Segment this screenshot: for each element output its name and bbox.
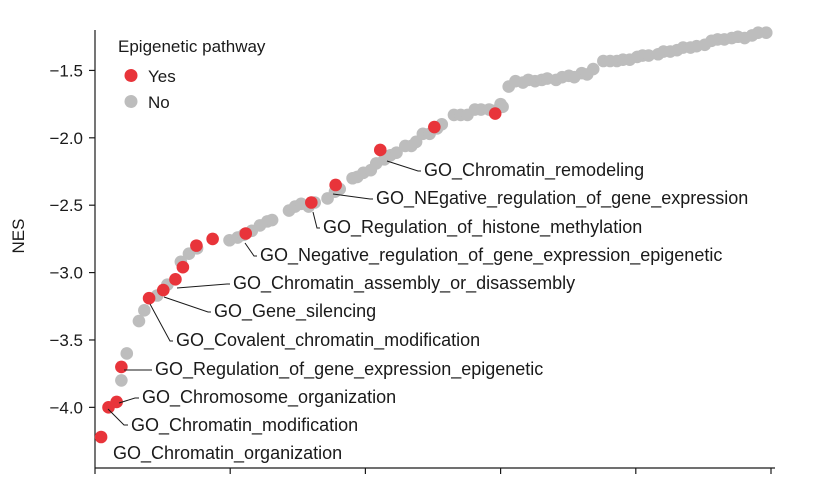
point-epigenetic-yes [94, 430, 108, 444]
y-tick-label: −2.5 [49, 196, 83, 215]
point-epigenetic-yes [190, 239, 203, 252]
point-epigenetic-no [586, 62, 600, 76]
point-epigenetic-yes [305, 196, 318, 209]
point-epigenetic-yes [176, 260, 190, 274]
annotation-leader-line [118, 397, 139, 404]
annotation-label: GO_NEgative_regulation_of_gene_expressio… [376, 188, 748, 209]
point-epigenetic-no [390, 146, 403, 159]
point-epigenetic-no [132, 314, 146, 328]
point-epigenetic-yes [373, 143, 387, 157]
annotation-leader-line [149, 303, 173, 342]
series-no [115, 26, 773, 387]
point-epigenetic-no [759, 26, 773, 39]
legend-label-no: No [148, 93, 170, 112]
y-tick-label: −3.5 [49, 331, 83, 350]
legend-marker-yes [124, 69, 138, 82]
point-epigenetic-yes [115, 360, 128, 374]
point-epigenetic-no [115, 374, 128, 387]
point-epigenetic-yes [239, 227, 253, 240]
point-epigenetic-no [642, 49, 655, 62]
point-epigenetic-yes [110, 395, 123, 409]
point-epigenetic-yes [156, 283, 170, 297]
annotation-leader-line [176, 283, 230, 289]
annotation-label: GO_Covalent_chromatin_modification [176, 330, 480, 351]
annotation-label: GO_Regulation_of_gene_expression_epigene… [155, 359, 543, 380]
annotation-label: GO_Chromosome_organization [142, 387, 396, 408]
y-tick-label: −1.5 [49, 61, 83, 80]
point-epigenetic-no [120, 347, 134, 360]
legend-title: Epigenetic pathway [118, 37, 266, 56]
axes: −1.5 −2.0 −2.5 −3.0 −3.5 −4.0 [49, 30, 775, 474]
annotation-leader-line [332, 193, 373, 200]
annotation-leader-line [386, 160, 421, 172]
point-epigenetic-no [265, 213, 279, 227]
point-epigenetic-yes [488, 107, 502, 120]
point-epigenetic-yes [428, 120, 441, 134]
data-points [94, 26, 773, 444]
annotation-leader-line [163, 296, 211, 313]
annotation-label: GO_Chromatin_assembly_or_disassembly [233, 273, 575, 294]
legend-label-yes: Yes [148, 67, 176, 86]
annotation-label: GO_Gene_silencing [214, 301, 376, 322]
annotation-label: GO_Regulation_of_histone_methylation [323, 217, 642, 238]
y-tick-label: −2.0 [49, 129, 83, 148]
annotation-label: GO_Chromatin_organization [113, 443, 342, 464]
point-epigenetic-yes [169, 273, 182, 286]
annotation-leader-line [312, 211, 320, 229]
y-tick-label: −3.0 [49, 264, 83, 283]
annotation-label: GO_Negative_regulation_of_gene_expressio… [260, 245, 722, 266]
annotations: GO_Chromatin_organization GO_Chromatin_mo… [107, 160, 748, 464]
point-epigenetic-yes [329, 178, 342, 192]
legend-marker-no [124, 95, 138, 108]
point-epigenetic-yes [142, 291, 156, 305]
annotation-label: GO_Chromatin_remodeling [424, 160, 644, 181]
annotation-leader-line [244, 242, 257, 257]
y-tick-label: −4.0 [49, 398, 83, 417]
legend: Epigenetic pathway Yes No [118, 37, 266, 112]
annotation-label: GO_Chromatin_modification [131, 415, 358, 436]
point-epigenetic-no [138, 304, 151, 317]
annotation-leader-line [107, 408, 128, 426]
y-axis-label: NES [9, 219, 28, 254]
point-epigenetic-yes [206, 232, 219, 246]
